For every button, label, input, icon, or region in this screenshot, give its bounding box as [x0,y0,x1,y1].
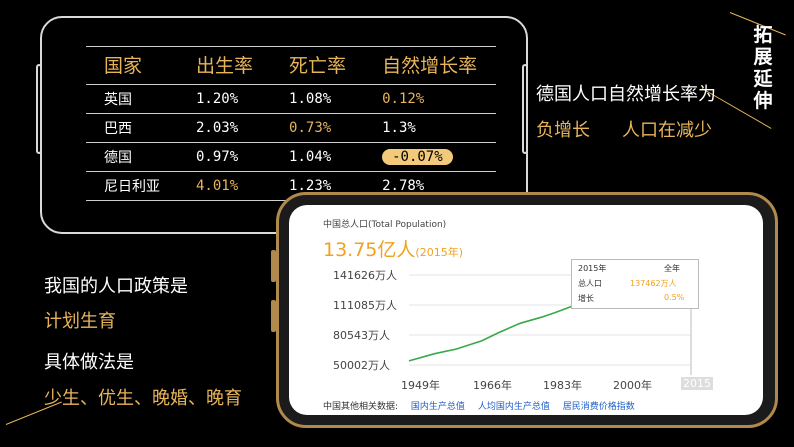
germany-negative: 负增长 [536,120,590,141]
cell-growth: 1.3% [364,113,496,143]
x-tick: 2015 [681,377,713,390]
cell-birth: 4.01% [178,171,272,201]
cell-country: 尼日利亚 [86,171,178,201]
cell-country: 英国 [86,84,178,114]
cell-death: 1.08% [271,84,365,114]
side-title: 拓展延伸 [753,24,773,112]
phone-side-button [271,300,276,332]
cell-death: 0.73% [271,113,365,143]
phone-side-button [271,250,276,282]
policy-value: 计划生育 [44,311,116,332]
related-links: 中国其他相关数据: 国内生产总值 人均国内生产总值 居民消费价格指数 [323,399,635,412]
tooltip-period: 全年 [664,264,680,273]
cell-birth: 0.97% [178,142,272,172]
table-row: 巴西 2.03% 0.73% 1.3% [86,113,496,143]
outline-phone-button [522,64,528,154]
population-table: 国家 出生率 死亡率 自然增长率 英国 1.20% 1.08% 0.12% 巴西… [86,46,496,201]
cell-growth: -0.07% [364,142,496,172]
outline-phone-button [36,64,42,154]
method-title: 具体做法是 [44,352,134,373]
header-growth-rate: 自然增长率 [364,46,496,85]
tooltip-value-total: 137462万人 [630,279,677,288]
chart-tooltip: 2015年 全年 总人口 137462万人 增长 0.5% [571,259,699,309]
chart-title: 中国总人口(Total Population) [323,220,447,230]
y-tick: 141626万人 [333,269,397,282]
highlight-pill: -0.07% [382,149,453,165]
table-header-row: 国家 出生率 死亡率 自然增长率 [86,46,496,85]
cell-growth: 0.12% [364,84,496,114]
tooltip-year: 2015年 [578,264,607,273]
link-gdp[interactable]: 国内生产总值 [410,402,465,412]
population-value: 13.75亿人 [323,239,416,261]
header-country: 国家 [86,46,178,85]
x-tick: 1949年 [401,379,440,392]
germany-note: 德国人口自然增长率为 [536,84,716,105]
tooltip-label-growth: 增长 [578,294,594,303]
tooltip-value-growth: 0.5% [664,293,685,302]
phone-device: 中国总人口(Total Population) 13.75亿人(2015年) 1… [276,192,778,428]
population-chart [408,261,695,375]
x-tick: 2000年 [613,379,652,392]
header-birth-rate: 出生率 [178,46,272,85]
y-tick: 111085万人 [333,299,397,312]
cell-death: 1.04% [271,142,365,172]
policy-title: 我国的人口政策是 [44,276,188,297]
cell-birth: 2.03% [178,113,272,143]
x-tick: 1966年 [473,379,512,392]
table-row: 德国 0.97% 1.04% -0.07% [86,142,496,172]
germany-decrease: 人口在减少 [622,120,712,141]
tooltip-label-total: 总人口 [578,279,602,288]
table-row: 英国 1.20% 1.08% 0.12% [86,84,496,114]
cell-country: 德国 [86,142,178,172]
y-tick: 80543万人 [333,329,390,342]
phone-screen: 中国总人口(Total Population) 13.75亿人(2015年) 1… [289,205,763,415]
y-tick: 50002万人 [333,359,390,372]
link-gdp-per-capita[interactable]: 人均国内生产总值 [477,402,550,412]
method-value: 少生、优生、晚婚、晚育 [44,388,242,409]
population-headline: 13.75亿人(2015年) [323,235,463,262]
header-death-rate: 死亡率 [271,46,365,85]
population-year: (2015年) [415,246,463,259]
links-label: 中国其他相关数据: [323,402,399,412]
cell-birth: 1.20% [178,84,272,114]
link-cpi[interactable]: 居民消费价格指数 [562,402,635,412]
cell-country: 巴西 [86,113,178,143]
x-tick: 1983年 [543,379,582,392]
